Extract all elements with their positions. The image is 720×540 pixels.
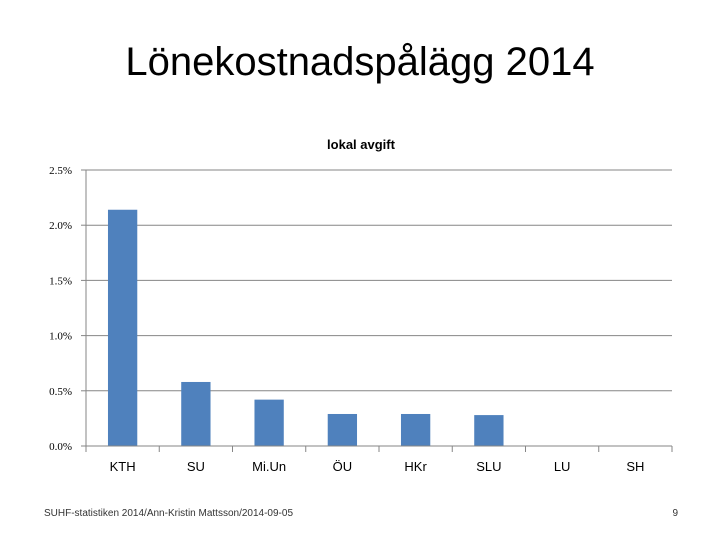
y-tick-label: 2.5% (49, 165, 72, 177)
x-tick-label: KTH (110, 459, 136, 474)
bar-Mi.Un (254, 399, 284, 446)
bar-HKr (400, 413, 431, 446)
bar-ÖU (327, 413, 358, 446)
chart-title: lokal avgift (327, 137, 396, 152)
x-tick-label: LU (554, 459, 571, 474)
x-tick-label: SLU (476, 459, 501, 474)
bar-chart: 0.0% 0.5% 1.0% 1.5% 2.0% 2.5% KTH SU Mi.Un ÖU HKr… (49, 137, 673, 474)
y-tick-label: 1.0% (49, 331, 72, 343)
x-tick-label: SU (187, 459, 205, 474)
x-tick-label: ÖU (333, 459, 353, 474)
chart-grid (86, 169, 672, 392)
footer-text: SUHF-statistiken 2014/Ann-Kristin Mattss… (44, 508, 294, 519)
x-tick-label: Mi.Un (252, 459, 286, 474)
x-tick-label: SH (626, 459, 644, 474)
x-tick-label: HKr (404, 459, 427, 474)
bar-SLU (474, 415, 504, 446)
bar-KTH (107, 209, 138, 446)
y-tick-label: 2.0% (49, 220, 72, 232)
page-number: 9 (672, 508, 678, 519)
chart-bars (107, 209, 504, 446)
bar-SU (181, 381, 211, 446)
slide-title: Lönekostnadspålägg 2014 (125, 40, 595, 84)
y-tick-label: 0.5% (49, 386, 72, 398)
chart-x-ticks: KTH SU Mi.Un ÖU HKr SLU LU SH (110, 459, 645, 474)
y-tick-label: 1.5% (49, 275, 72, 287)
chart-y-ticks: 0.0% 0.5% 1.0% 1.5% 2.0% 2.5% (49, 165, 72, 453)
chart-axes (81, 169, 673, 452)
y-tick-label: 0.0% (49, 441, 72, 453)
